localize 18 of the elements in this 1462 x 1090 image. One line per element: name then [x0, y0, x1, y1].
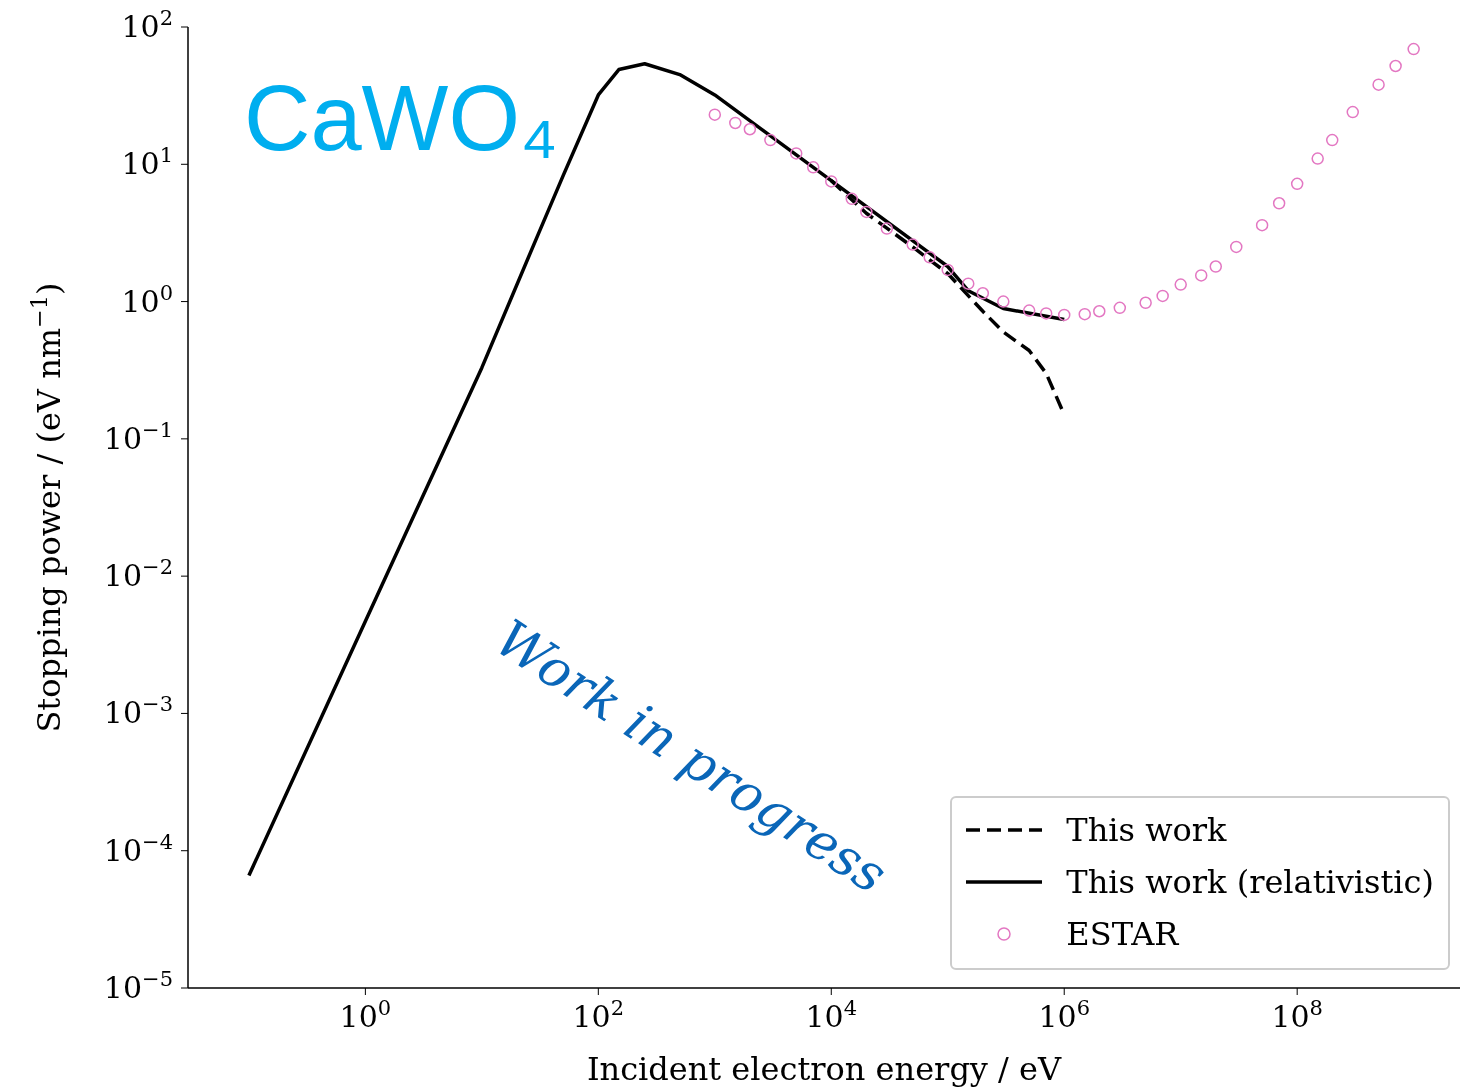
- y-tick-label: 10$^{−4}$: [103, 829, 173, 868]
- y-tick-label: 10$^{1}$: [121, 143, 173, 182]
- y-tick-label: 10$^{−1}$: [103, 417, 173, 456]
- x-tick-label: 10$^{8}$: [1271, 996, 1323, 1034]
- x-tick-label: 10$^{6}$: [1038, 996, 1091, 1034]
- y-tick-label: 10$^{−5}$: [103, 967, 173, 1005]
- legend-label: This work (relativistic): [1066, 863, 1434, 901]
- x-tick-label: 10$^{4}$: [805, 996, 858, 1034]
- x-axis-title: Incident electron energy / eV: [586, 1050, 1062, 1088]
- y-tick-label: 10$^{−2}$: [103, 555, 173, 594]
- legend-label: ESTAR: [1066, 915, 1179, 953]
- annotation: CaWO₄: [244, 67, 558, 169]
- y-tick-label: 10$^{−3}$: [103, 692, 173, 731]
- x-tick-label: 10$^{0}$: [339, 996, 392, 1034]
- y-tick-label: 10$^{0}$: [121, 280, 173, 319]
- legend-label: This work: [1066, 811, 1227, 849]
- y-tick-label: 10$^{2}$: [121, 6, 173, 44]
- x-tick-label: 10$^{2}$: [572, 996, 625, 1034]
